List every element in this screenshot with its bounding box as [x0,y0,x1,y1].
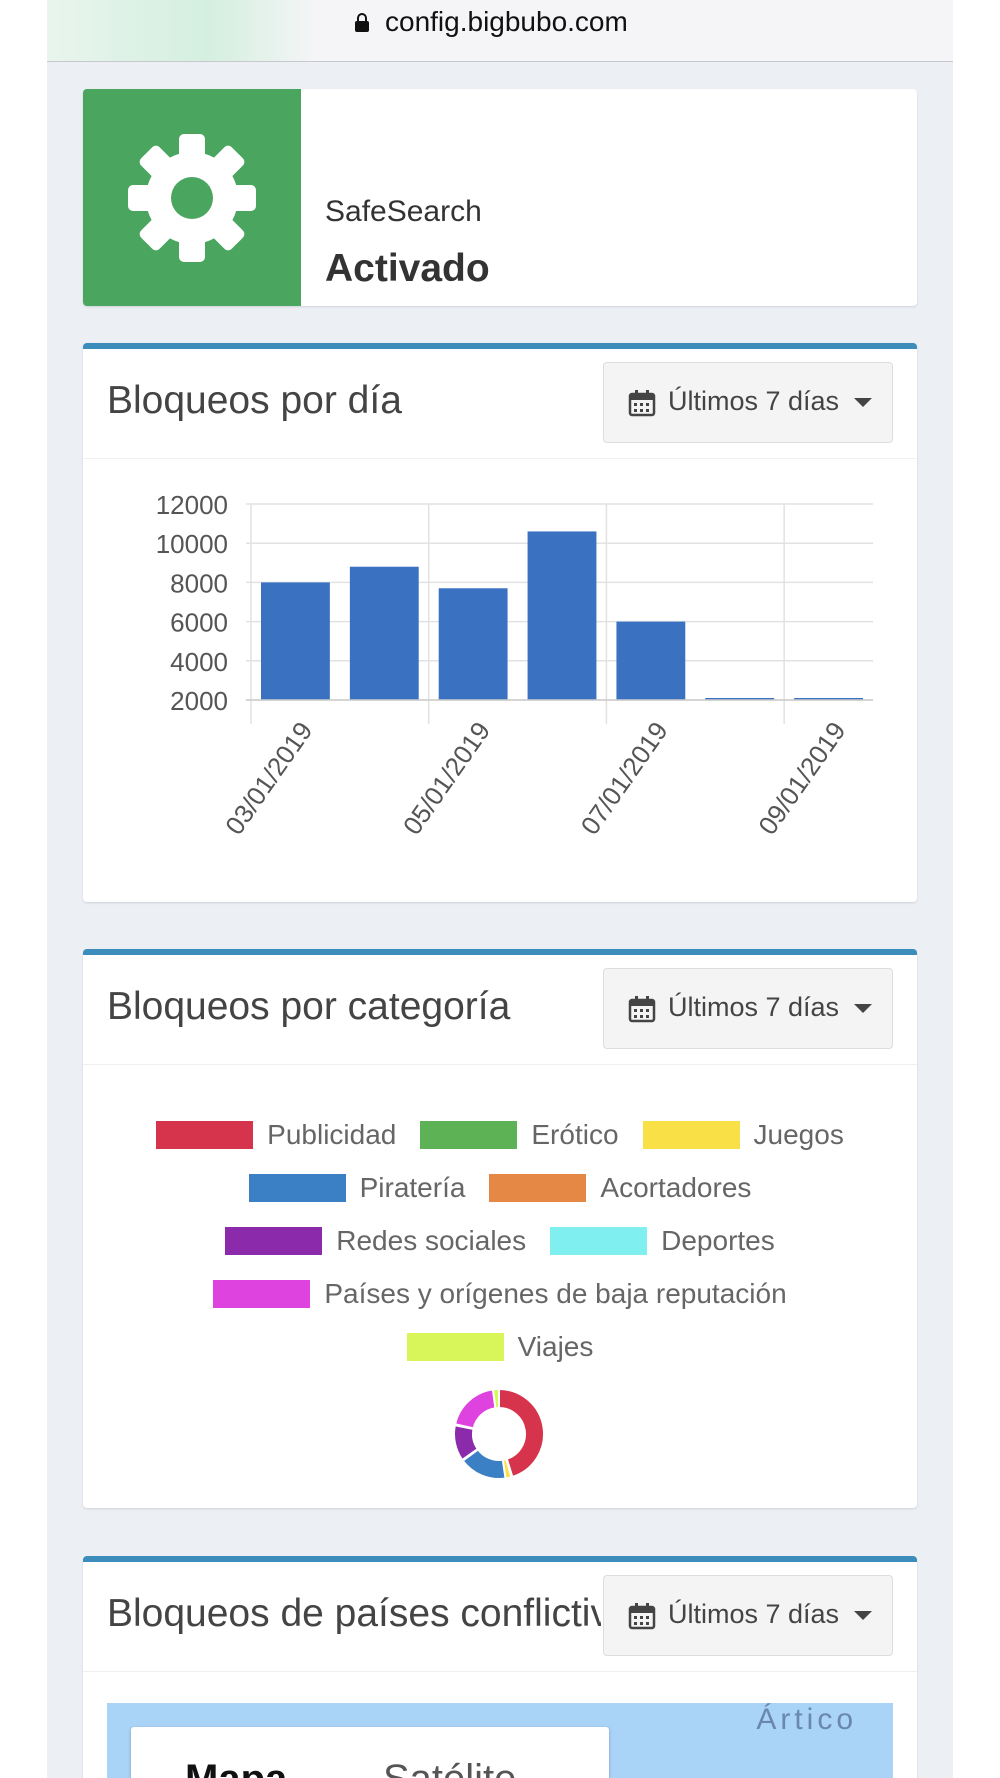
legend-item[interactable]: Viajes [406,1330,594,1363]
panel-header: Bloqueos de países conflictivos Últimos … [83,1562,917,1672]
page-background: config.bigbubo.com SafeSearch Ac [47,0,953,1778]
legend-item[interactable]: Acortadores [489,1172,751,1204]
date-range-label: Últimos 7 días [668,386,840,416]
browser-address-bar[interactable]: config.bigbubo.com [47,0,953,62]
bar[interactable] [261,582,330,700]
legend-item[interactable]: Deportes [550,1225,775,1257]
blocks-per-category-panel: Bloqueos por categoría Últimos 7 días Pu… [83,949,917,1508]
date-range-button[interactable]: Últimos 7 días [603,362,893,443]
panel-title: Bloqueos por categoría [107,985,511,1028]
date-range-label: Últimos 7 días [668,1599,840,1629]
panel-title: Bloqueos de países conflictivos [107,1592,601,1635]
legend-label: Deportes [661,1224,775,1256]
y-tick-label: 4000 [170,647,228,677]
y-tick-label: 10000 [156,529,228,559]
category-legend: Publicidad Erótico Juegos Piratería Acortado… [83,1108,917,1373]
legend-label: Redes sociales [336,1224,527,1256]
donut-slice[interactable] [453,1388,497,1430]
x-tick-label: 03/01/2019 [219,716,318,840]
y-tick-label: 6000 [170,608,228,638]
date-range-button[interactable]: Últimos 7 días [603,968,893,1049]
legend-item[interactable]: Países y orígenes de baja reputación [213,1277,787,1310]
caret-down-icon [854,398,872,407]
calendar-icon [628,996,656,1023]
bar[interactable] [438,588,508,700]
panel-header: Bloqueos por día Últimos 7 días [83,349,917,459]
map-type-control: Mapa Satélite [131,1727,609,1778]
legend-item[interactable]: Redes sociales [225,1225,526,1257]
panel-header: Bloqueos por categoría Últimos 7 días [83,955,917,1065]
y-tick-label: 12000 [156,490,228,520]
legend-row: Publicidad Erótico Juegos [83,1108,917,1161]
conflict-countries-panel: Bloqueos de países conflictivos Últimos … [83,1556,917,1778]
safesearch-label: SafeSearch [325,195,482,228]
y-tick-label: 8000 [170,568,228,598]
gear-icon [128,134,256,262]
date-range-label: Últimos 7 días [668,992,840,1022]
legend-swatch [420,1120,518,1149]
x-tick-label: 05/01/2019 [397,716,496,840]
legend-swatch [489,1173,587,1202]
x-tick-label: 07/01/2019 [575,716,674,840]
safesearch-info-box: SafeSearch Activado [83,89,917,306]
map-region-label: Ártico [756,1703,857,1736]
legend-swatch [550,1226,648,1255]
y-tick-label: 2000 [170,686,228,716]
calendar-icon [628,1603,656,1630]
legend-label: Piratería [359,1171,466,1203]
caret-down-icon [854,1611,872,1620]
legend-label: Países y orígenes de baja reputación [324,1277,787,1309]
address-bar-highlight [47,0,317,61]
map-tab-map[interactable]: Mapa [185,1757,287,1778]
legend-label: Juegos [753,1118,844,1150]
legend-swatch [642,1120,740,1149]
legend-swatch [225,1226,323,1255]
legend-item[interactable]: Piratería [248,1171,466,1204]
map-tab-satellite[interactable]: Satélite [383,1757,516,1778]
legend-label: Viajes [517,1330,594,1362]
url-text[interactable]: config.bigbubo.com [385,6,628,37]
legend-swatch [213,1279,311,1308]
panel-title: Bloqueos por día [107,379,402,422]
legend-row: Redes sociales Deportes [83,1214,917,1267]
legend-row: Piratería Acortadores [83,1161,917,1214]
x-tick-label: 09/01/2019 [752,716,851,840]
legend-label: Publicidad [267,1118,397,1150]
bar[interactable] [527,531,597,700]
safesearch-icon-area [83,89,301,306]
bar[interactable] [705,698,775,700]
bar[interactable] [794,698,863,700]
legend-swatch [156,1120,254,1149]
legend-row: Países y orígenes de baja reputación [83,1267,917,1320]
world-map[interactable]: Ártico Mapa Satélite [107,1703,893,1778]
legend-label: Acortadores [600,1171,752,1203]
date-range-button[interactable]: Últimos 7 días [603,1575,893,1656]
caret-down-icon [854,1004,872,1013]
bar[interactable] [616,621,686,700]
donut-slice[interactable] [491,1387,500,1410]
category-donut-chart [453,1387,545,1480]
calendar-icon [628,390,656,417]
legend-label: Erótico [531,1118,619,1150]
lock-icon [355,13,369,32]
safesearch-status: Activado [325,247,490,290]
donut-slice[interactable] [498,1387,545,1479]
legend-row: Viajes [83,1320,917,1373]
legend-item[interactable]: Erótico [420,1118,619,1151]
blocks-per-day-panel: Bloqueos por día Últimos 7 días 2000 4000… [83,343,917,902]
legend-item[interactable]: Publicidad [156,1119,396,1151]
legend-swatch [248,1173,346,1202]
legend-item[interactable]: Juegos [642,1118,844,1151]
legend-swatch [406,1332,504,1361]
blocks-per-day-chart: 2000 4000 6000 8000 10000 12000 03/01/2019 05/0… [156,490,873,840]
bar[interactable] [349,566,419,700]
